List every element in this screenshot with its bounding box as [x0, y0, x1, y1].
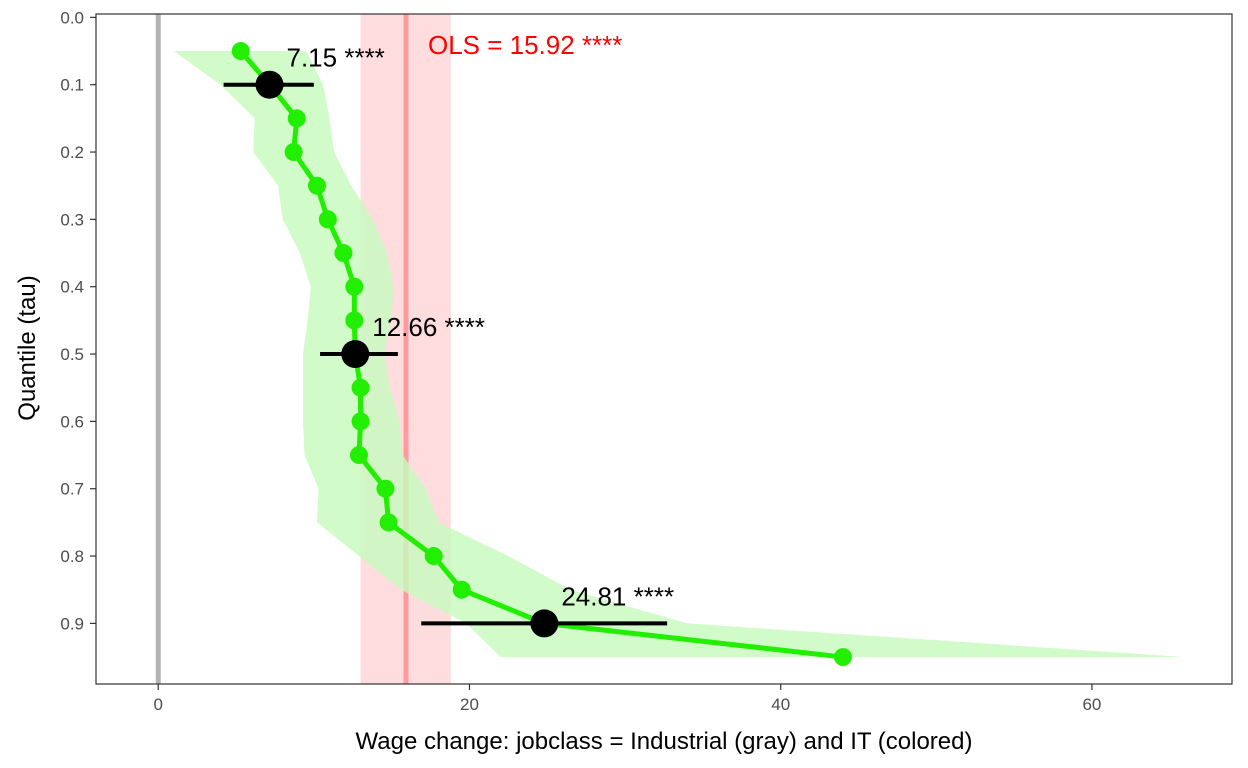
- y-tick-label-5: 0.5: [60, 345, 84, 364]
- y-tick-label-3: 0.3: [60, 210, 84, 229]
- it-point-2: [287, 109, 306, 128]
- it-point-7: [345, 277, 364, 296]
- it-point-0: [231, 42, 250, 61]
- it-point-8: [345, 311, 364, 330]
- it-point-13: [376, 479, 395, 498]
- ols-label: OLS = 15.92 ****: [428, 30, 622, 60]
- highlight-label-1: 12.66 ****: [372, 312, 485, 342]
- it-point-14: [379, 513, 398, 532]
- x-tick-label-3: 60: [1082, 695, 1101, 714]
- it-point-18: [833, 648, 852, 667]
- y-tick-label-4: 0.4: [60, 278, 84, 297]
- panel-border: [95, 13, 1233, 685]
- x-tick-label-1: 20: [460, 695, 479, 714]
- it-point-16: [452, 580, 471, 599]
- plot-area: 7.15 **** 12.66 **** 24.81 **** OLS = 15.92…: [155, 14, 1186, 684]
- it-point-6: [334, 244, 353, 263]
- y-tick-label-6: 0.6: [60, 412, 84, 431]
- it-point-5: [318, 210, 337, 229]
- y-tick-label-1: 0.1: [60, 76, 84, 95]
- y-tick-label-8: 0.8: [60, 547, 84, 566]
- highlight-label-2: 24.81 ****: [561, 581, 674, 611]
- y-tick-label-9: 0.9: [60, 614, 84, 633]
- it-point-11: [351, 412, 370, 431]
- y-tick-label-7: 0.7: [60, 480, 84, 499]
- axes: 0 20 40 60 0.0 0.1 0.2 0.3 0.4 0.5 0.6 0.7 0.8 0.9: [60, 8, 1233, 714]
- y-tick-label-0: 0.0: [60, 8, 84, 27]
- highlight-point-1: [341, 340, 370, 369]
- highlight-point-0: [255, 70, 284, 99]
- it-point-10: [351, 378, 370, 397]
- y-axis-title: Quantile (tau): [14, 275, 41, 420]
- it-point-4: [307, 176, 326, 195]
- it-ci-band: [173, 51, 1186, 658]
- x-axis-title: Wage change: jobclass = Industrial (gray…: [356, 728, 973, 755]
- y-tick-label-2: 0.2: [60, 143, 84, 162]
- it-point-15: [424, 547, 443, 566]
- x-tick-label-2: 40: [771, 695, 790, 714]
- it-point-3: [284, 143, 303, 162]
- x-tick-label-0: 0: [154, 695, 163, 714]
- it-point-12: [349, 446, 368, 465]
- highlight-label-0: 7.15 ****: [287, 43, 385, 73]
- highlight-point-2: [530, 609, 559, 638]
